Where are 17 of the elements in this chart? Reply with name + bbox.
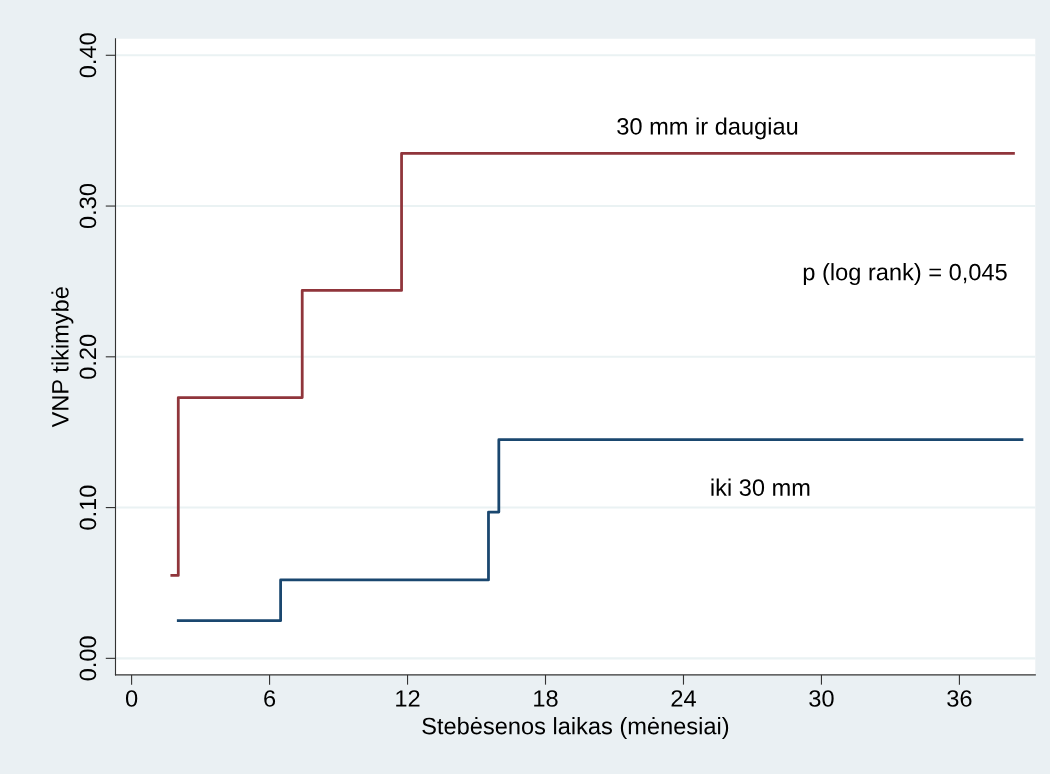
annotation: p (log rank) = 0,045 <box>803 263 1007 286</box>
x-tick-label: 24 <box>671 690 696 707</box>
x-tick-label: 6 <box>264 690 276 707</box>
series-label: 30 mm ir daugiau <box>617 117 798 140</box>
x-tick-label: 0 <box>125 690 138 707</box>
y-tick-label: 0.20 <box>79 334 97 379</box>
y-tick-label: 0.40 <box>79 33 97 78</box>
x-tick-label: 12 <box>396 690 420 707</box>
series-label: iki 30 mm <box>711 478 810 496</box>
x-axis-title: Stebėsenos laikas (mėnesiai) <box>422 717 729 740</box>
y-tick-label: 0.10 <box>79 485 97 530</box>
x-tick-label: 18 <box>534 690 558 707</box>
x-tick-label: 36 <box>947 690 972 707</box>
y-axis-title: VNP tikimybė <box>51 287 74 428</box>
x-tick-label: 30 <box>809 690 834 707</box>
y-tick-label: 0.00 <box>79 636 97 681</box>
y-tick-label: 0.30 <box>79 183 97 229</box>
